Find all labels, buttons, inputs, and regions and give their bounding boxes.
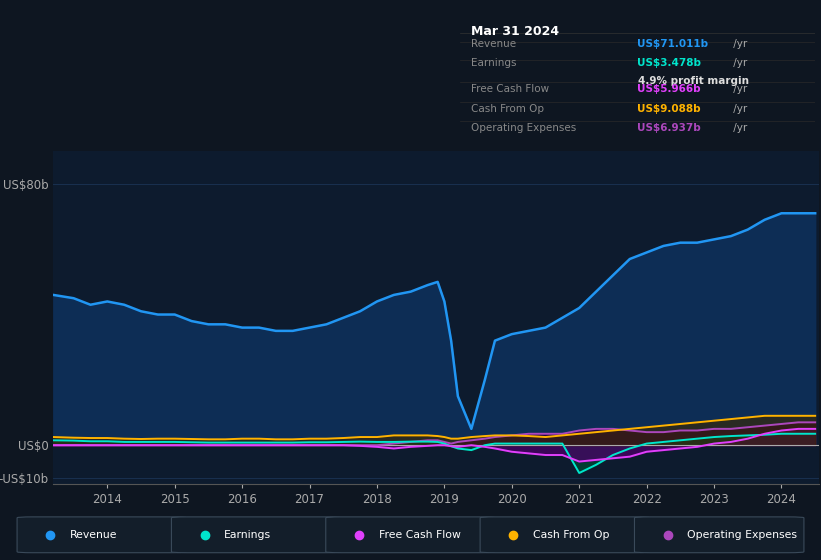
Text: US$9.088b: US$9.088b xyxy=(637,104,701,114)
Text: /yr: /yr xyxy=(730,123,747,133)
Text: /yr: /yr xyxy=(730,39,747,49)
Text: Operating Expenses: Operating Expenses xyxy=(470,123,576,133)
Text: Mar 31 2024: Mar 31 2024 xyxy=(470,25,559,38)
Text: Cash From Op: Cash From Op xyxy=(533,530,609,540)
Text: Free Cash Flow: Free Cash Flow xyxy=(470,84,548,94)
Text: Earnings: Earnings xyxy=(470,58,516,68)
Text: Cash From Op: Cash From Op xyxy=(470,104,544,114)
Text: Revenue: Revenue xyxy=(470,39,516,49)
FancyBboxPatch shape xyxy=(635,517,804,553)
Text: /yr: /yr xyxy=(730,104,747,114)
Text: US$5.966b: US$5.966b xyxy=(637,84,701,94)
Text: /yr: /yr xyxy=(730,58,747,68)
Text: 4.9% profit margin: 4.9% profit margin xyxy=(637,76,749,86)
Text: Operating Expenses: Operating Expenses xyxy=(687,530,797,540)
FancyBboxPatch shape xyxy=(326,517,495,553)
Text: US$6.937b: US$6.937b xyxy=(637,123,701,133)
Text: /yr: /yr xyxy=(730,84,747,94)
FancyBboxPatch shape xyxy=(17,517,186,553)
Text: Free Cash Flow: Free Cash Flow xyxy=(378,530,461,540)
Text: US$3.478b: US$3.478b xyxy=(637,58,701,68)
Text: Earnings: Earnings xyxy=(224,530,272,540)
Text: Revenue: Revenue xyxy=(70,530,117,540)
FancyBboxPatch shape xyxy=(480,517,649,553)
Text: US$71.011b: US$71.011b xyxy=(637,39,709,49)
FancyBboxPatch shape xyxy=(172,517,341,553)
